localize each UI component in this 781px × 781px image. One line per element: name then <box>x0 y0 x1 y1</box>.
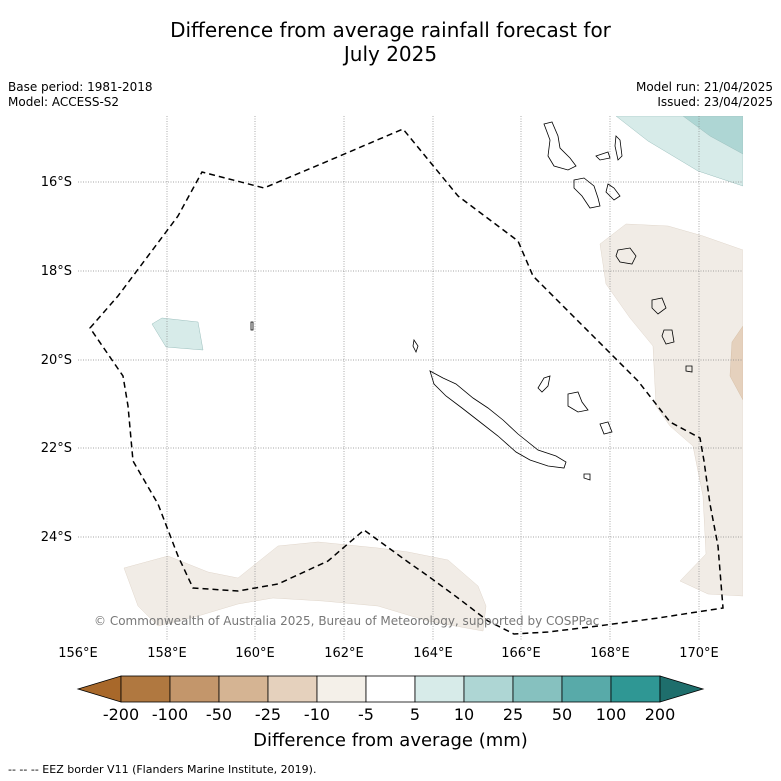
lat-label-20s: 20°S <box>40 353 72 368</box>
colorbar-swatch-10 <box>610 675 661 703</box>
meta-right: Model run: 21/04/2025 Issued: 23/04/2025 <box>636 80 773 110</box>
dry-anomaly-east-edge <box>729 325 743 401</box>
dry-anomaly-east <box>599 223 743 597</box>
meta-left: Base period: 1981-2018 Model: ACCESS-S2 <box>8 80 153 110</box>
rennell-island <box>250 321 254 331</box>
wet-anomaly-west <box>151 317 204 351</box>
model-text: Model: ACCESS-S2 <box>8 95 120 109</box>
colorbar-swatch-2 <box>218 675 269 703</box>
issued-text: Issued: 23/04/2025 <box>657 95 773 109</box>
espiritu-santo-island <box>543 121 577 171</box>
colorbar-label-5: -5 <box>358 705 374 724</box>
colorbar-label-1: -100 <box>151 705 189 724</box>
colorbar-swatch-3 <box>267 675 318 703</box>
eez-border-legend: -- -- -- EEZ border V11 (Flanders Marine… <box>8 763 317 776</box>
belep-island <box>412 338 419 354</box>
colorbar-label-9: 50 <box>551 705 573 724</box>
mare-island <box>599 421 613 435</box>
colorbar-label-8: 25 <box>502 705 524 724</box>
eez-border <box>89 128 724 635</box>
map-title: Difference from average rainfall forecas… <box>0 18 781 66</box>
wet-anomaly-northeast-strong <box>682 116 743 155</box>
lon-label-158e: 158°E <box>147 646 187 661</box>
lon-label-160e: 160°E <box>235 646 275 661</box>
lon-label-164e: 164°E <box>413 646 453 661</box>
colorbar-label-0: -200 <box>102 705 140 724</box>
aneityum-island <box>685 365 693 373</box>
anomaly-shading <box>123 116 743 632</box>
colorbar-label-3: -25 <box>254 705 282 724</box>
dry-anomaly-south <box>123 541 487 632</box>
pentecost-island <box>605 183 621 201</box>
colorbar <box>76 675 705 703</box>
malekula-island <box>573 177 601 209</box>
coastlines <box>250 121 693 481</box>
colorbar-swatch-9 <box>561 675 612 703</box>
efate-island <box>615 247 637 265</box>
lon-label-170e: 170°E <box>679 646 719 661</box>
colorbar-swatch-4 <box>316 675 367 703</box>
colorbar-label-7: 10 <box>453 705 475 724</box>
ouvea-island <box>537 375 551 393</box>
colorbar-extend-high <box>659 675 705 703</box>
graticule <box>78 116 743 640</box>
lon-label-168e: 168°E <box>590 646 630 661</box>
lat-label-18s: 18°S <box>40 264 72 279</box>
colorbar-extend-low <box>76 675 122 703</box>
lon-label-156e: 156°E <box>58 646 98 661</box>
copyright-notice: © Commonwealth of Australia 2025, Bureau… <box>94 614 600 628</box>
lon-label-166e: 166°E <box>501 646 541 661</box>
colorbar-label-10: 100 <box>595 705 627 724</box>
lat-label-24s: 24°S <box>40 530 72 545</box>
colorbar-title: Difference from average (mm) <box>253 730 528 751</box>
isle-of-pines <box>583 473 591 481</box>
new-caledonia-island <box>429 370 567 469</box>
colorbar-label-6: 5 <box>409 705 421 724</box>
ambae-island <box>595 151 611 161</box>
colorbar-label-4: -10 <box>303 705 331 724</box>
colorbar-label-2: -50 <box>205 705 233 724</box>
colorbar-swatch-7 <box>463 675 514 703</box>
model-run-text: Model run: 21/04/2025 <box>635 80 773 94</box>
colorbar-swatch-1 <box>169 675 220 703</box>
colorbar-label-11: 200 <box>644 705 676 724</box>
colorbar-swatch-6 <box>414 675 465 703</box>
colorbar-swatch-0 <box>120 675 171 703</box>
colorbar-swatch-5 <box>365 675 416 703</box>
colorbar-swatch-8 <box>512 675 563 703</box>
base-period-text: Base period: 1981-2018 <box>8 80 153 94</box>
lon-label-162e: 162°E <box>324 646 364 661</box>
maewo-island <box>614 135 623 161</box>
map-title-line-1: Difference from average rainfall forecas… <box>170 18 611 42</box>
tanna-island <box>661 329 675 345</box>
lat-label-22s: 22°S <box>40 441 72 456</box>
lat-label-16s: 16°S <box>40 175 72 190</box>
map-title-line-2: July 2025 <box>343 42 438 66</box>
erromango-island <box>651 297 667 315</box>
lifou-island <box>567 391 589 413</box>
rainfall-map <box>78 116 743 640</box>
